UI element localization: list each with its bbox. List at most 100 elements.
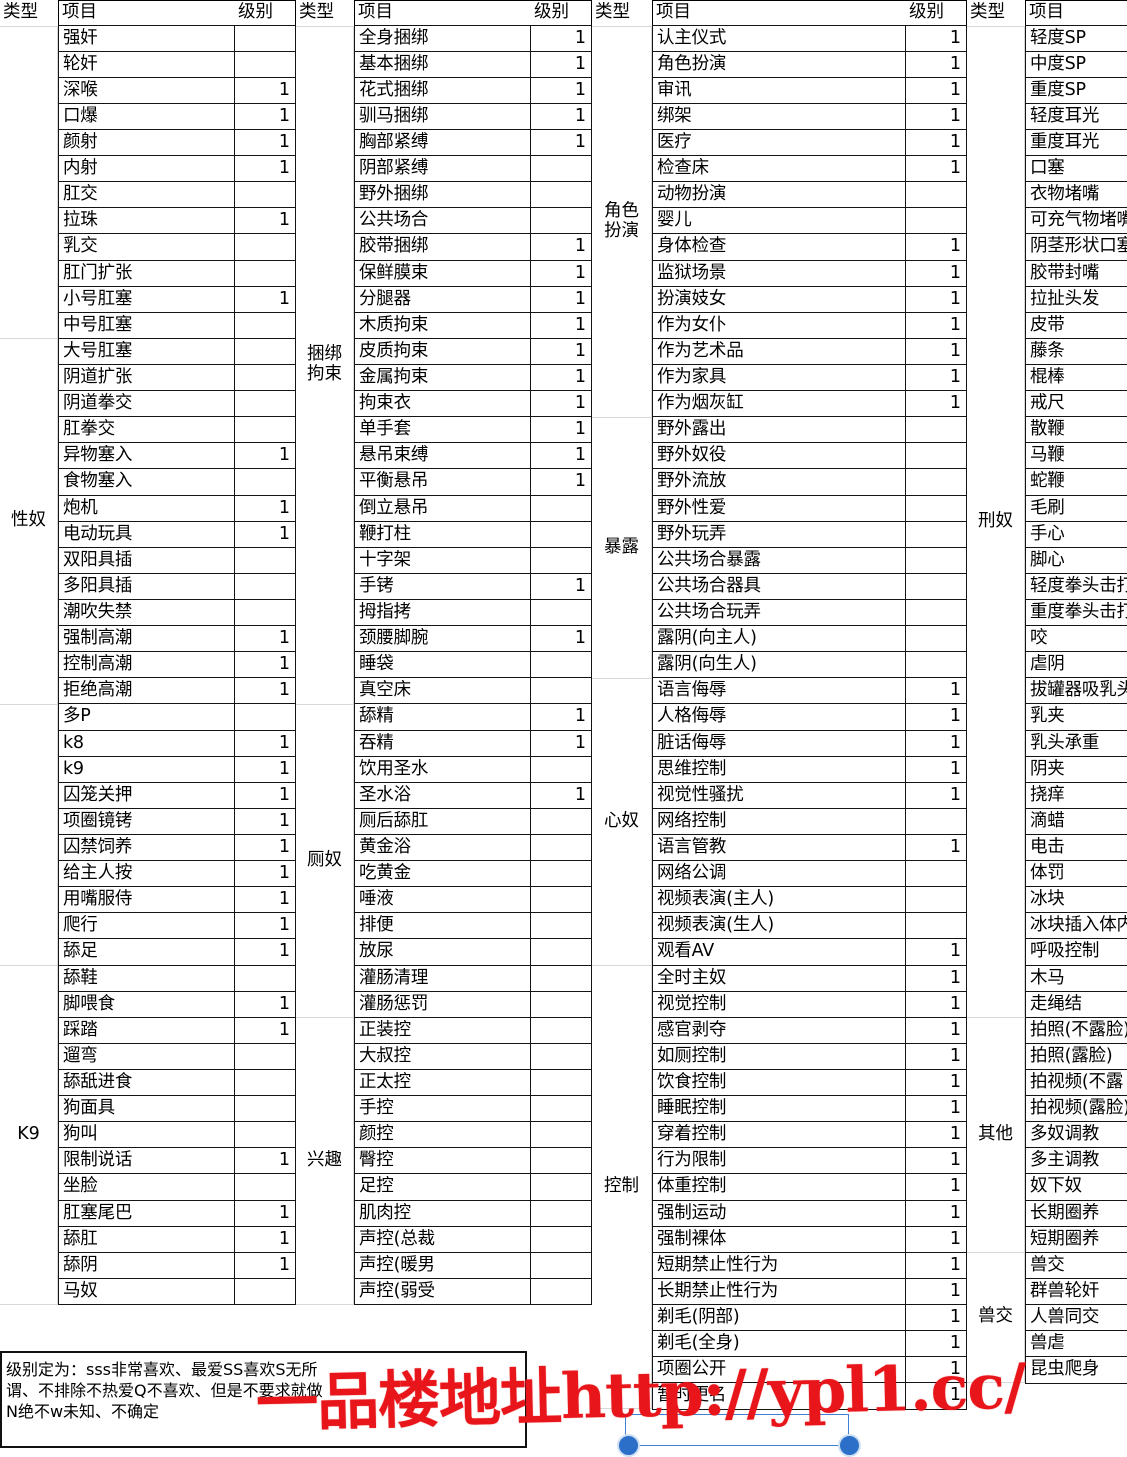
item-cell[interactable]: 视觉性骚扰: [652, 781, 905, 810]
item-cell[interactable]: 倒立悬吊: [354, 494, 530, 523]
item-cell[interactable]: 圣水浴: [354, 781, 530, 810]
level-cell[interactable]: [234, 311, 296, 340]
level-cell[interactable]: 1: [905, 1147, 967, 1175]
level-cell[interactable]: [234, 24, 296, 53]
item-cell[interactable]: 公共场合器具: [652, 572, 905, 601]
level-cell[interactable]: 1: [905, 729, 967, 758]
item-cell[interactable]: 声控(暖男: [354, 1251, 530, 1280]
item-cell[interactable]: 作为家具: [652, 364, 905, 392]
level-cell[interactable]: 1: [530, 285, 592, 314]
level-cell[interactable]: 1: [234, 102, 296, 131]
level-cell[interactable]: 1: [234, 207, 296, 235]
level-cell[interactable]: [905, 520, 967, 549]
item-cell[interactable]: 胸部紧缚: [354, 129, 530, 157]
item-cell[interactable]: 炮机: [58, 494, 234, 523]
level-cell[interactable]: 1: [530, 102, 592, 131]
level-cell[interactable]: [905, 599, 967, 627]
item-cell[interactable]: 金属拘束: [354, 364, 530, 392]
type-group-cell[interactable]: 厕奴: [296, 704, 354, 1018]
item-cell[interactable]: 分腿器: [354, 285, 530, 314]
item-cell[interactable]: 兽虐: [1025, 1330, 1127, 1358]
level-cell[interactable]: [530, 651, 592, 679]
item-cell[interactable]: 思维控制: [652, 755, 905, 784]
level-cell[interactable]: [234, 416, 296, 444]
level-cell[interactable]: [234, 181, 296, 209]
level-cell[interactable]: [234, 1277, 296, 1306]
item-cell[interactable]: 项圈公开: [652, 1356, 905, 1384]
item-cell[interactable]: 野外性爱: [652, 494, 905, 523]
item-cell[interactable]: 作为烟灰缸: [652, 390, 905, 418]
item-cell[interactable]: 医疗: [652, 129, 905, 157]
type-group-cell[interactable]: 其他: [967, 1017, 1025, 1253]
level-cell[interactable]: 1: [905, 76, 967, 105]
level-cell[interactable]: 1: [234, 729, 296, 758]
item-cell[interactable]: 食物塞入: [58, 468, 234, 496]
item-cell[interactable]: 野外露出: [652, 416, 905, 444]
level-cell[interactable]: [905, 207, 967, 235]
item-cell[interactable]: 乳交: [58, 233, 234, 261]
level-cell[interactable]: [234, 964, 296, 993]
item-cell[interactable]: 咬: [1025, 625, 1127, 653]
level-cell[interactable]: 1: [530, 625, 592, 653]
level-cell[interactable]: [530, 860, 592, 888]
item-cell[interactable]: 双阳具插: [58, 546, 234, 575]
item-cell[interactable]: 平衡悬吊: [354, 468, 530, 496]
item-cell[interactable]: 体罚: [1025, 860, 1127, 888]
level-cell[interactable]: 1: [905, 834, 967, 862]
item-cell[interactable]: 拒绝高潮: [58, 677, 234, 705]
item-cell[interactable]: 遛弯: [58, 1042, 234, 1071]
level-cell[interactable]: 1: [234, 1225, 296, 1254]
level-cell[interactable]: 1: [905, 1382, 967, 1410]
level-cell[interactable]: [530, 1199, 592, 1228]
item-cell[interactable]: 放尿: [354, 938, 530, 966]
item-cell[interactable]: 拔罐器吸乳头: [1025, 677, 1127, 705]
type-group-cell[interactable]: 角色 扮演: [592, 26, 652, 418]
item-cell[interactable]: 观看AV: [652, 938, 905, 966]
level-cell[interactable]: 1: [234, 938, 296, 966]
level-cell[interactable]: 1: [234, 886, 296, 914]
level-cell[interactable]: 1: [234, 520, 296, 549]
level-cell[interactable]: [234, 1068, 296, 1097]
item-cell[interactable]: 用嘴服侍: [58, 886, 234, 914]
item-cell[interactable]: 体重控制: [652, 1173, 905, 1201]
level-cell[interactable]: 1: [905, 990, 967, 1019]
level-cell[interactable]: 1: [234, 1251, 296, 1280]
item-cell[interactable]: 剃毛(全身): [652, 1330, 905, 1358]
item-cell[interactable]: 行为限制: [652, 1147, 905, 1175]
item-cell[interactable]: 挠痒: [1025, 781, 1127, 810]
item-cell[interactable]: 昆虫爬身: [1025, 1356, 1127, 1384]
item-cell[interactable]: 蛇鞭: [1025, 468, 1127, 496]
level-cell[interactable]: [530, 912, 592, 940]
level-cell[interactable]: [234, 364, 296, 392]
level-cell[interactable]: 1: [905, 1277, 967, 1306]
item-cell[interactable]: 胶带捆绑: [354, 233, 530, 261]
item-cell[interactable]: 舔足: [58, 938, 234, 966]
level-cell[interactable]: [905, 572, 967, 601]
item-cell[interactable]: 舔精: [354, 703, 530, 731]
item-cell[interactable]: 声控(总裁: [354, 1225, 530, 1254]
item-cell[interactable]: 饮食控制: [652, 1068, 905, 1097]
level-cell[interactable]: 1: [530, 703, 592, 731]
item-cell[interactable]: 多奴调教: [1025, 1121, 1127, 1149]
item-cell[interactable]: 阴道拳交: [58, 390, 234, 418]
item-cell[interactable]: 监狱场景: [652, 259, 905, 288]
type-group-cell[interactable]: [0, 704, 58, 966]
level-cell[interactable]: [530, 207, 592, 235]
item-cell[interactable]: 全身捆绑: [354, 24, 530, 53]
level-cell[interactable]: [530, 599, 592, 627]
item-cell[interactable]: 轻度拳头击打: [1025, 572, 1127, 601]
type-group-cell[interactable]: 暴露: [592, 417, 652, 679]
item-cell[interactable]: 控制高潮: [58, 651, 234, 679]
item-cell[interactable]: 穿着控制: [652, 1121, 905, 1149]
item-cell[interactable]: 如厕控制: [652, 1042, 905, 1071]
item-cell[interactable]: 走绳结: [1025, 990, 1127, 1019]
item-cell[interactable]: 兽交: [1025, 1251, 1127, 1280]
item-cell[interactable]: 重度拳头击打: [1025, 599, 1127, 627]
level-cell[interactable]: 1: [905, 781, 967, 810]
item-cell[interactable]: 冰块插入体内: [1025, 912, 1127, 940]
level-cell[interactable]: [530, 1173, 592, 1201]
item-cell[interactable]: 异物塞入: [58, 442, 234, 470]
level-cell[interactable]: [905, 416, 967, 444]
level-cell[interactable]: [530, 964, 592, 993]
item-cell[interactable]: 棍棒: [1025, 364, 1127, 392]
